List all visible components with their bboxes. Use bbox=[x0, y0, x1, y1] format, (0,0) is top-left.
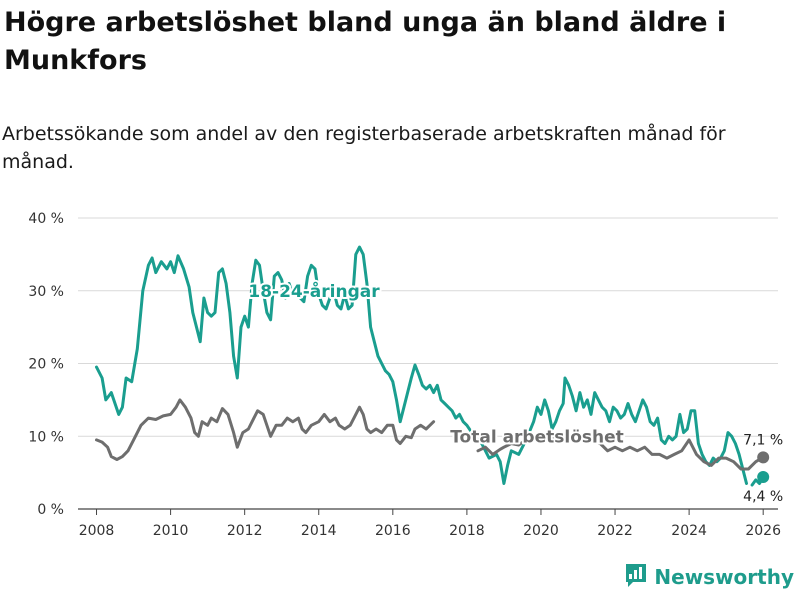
x-tick-label: 2014 bbox=[301, 523, 337, 539]
line-chart: 0 % 10 % 20 % 30 % 40 % 2008 2010 2012 2014 2016… bbox=[28, 211, 783, 539]
series-line bbox=[95, 245, 748, 485]
chart-title: Högre arbetslöshet bland unga än bland ä… bbox=[4, 7, 727, 76]
series-lines bbox=[95, 245, 770, 487]
x-tick-label: 2024 bbox=[671, 523, 707, 539]
series-labels: 4,4 % 18-24-åringar 7,1 % Total arbetslöshe… bbox=[246, 278, 783, 505]
x-tick-label: 2026 bbox=[745, 523, 781, 539]
series-line bbox=[95, 398, 436, 461]
x-tick-label: 2022 bbox=[597, 523, 633, 539]
series-name-label: 18-24-åringar bbox=[248, 280, 380, 302]
y-tick-label: 40 % bbox=[28, 211, 64, 227]
x-tick-label: 2012 bbox=[227, 523, 263, 539]
end-value-label: 4,4 % bbox=[743, 489, 783, 505]
gridlines bbox=[78, 217, 778, 510]
y-tick-label: 30 % bbox=[28, 284, 64, 300]
brand-name: Newsworthy bbox=[654, 565, 794, 589]
y-tick-label: 20 % bbox=[28, 357, 64, 373]
y-tick-label: 0 % bbox=[37, 502, 64, 518]
x-axis: 2008 2010 2012 2014 2016 2018 2020 2022 2024 2026 bbox=[79, 509, 781, 539]
y-tick-label: 10 % bbox=[28, 429, 64, 445]
end-value-label: 7,1 % bbox=[743, 432, 783, 448]
bar-chart-logo-icon bbox=[624, 562, 648, 592]
x-tick-label: 2008 bbox=[79, 523, 115, 539]
y-axis-ticks: 0 % 10 % 20 % 30 % 40 % bbox=[28, 211, 64, 518]
x-tick-label: 2010 bbox=[153, 523, 189, 539]
series-end-marker bbox=[757, 470, 770, 483]
x-tick-label: 2016 bbox=[375, 523, 411, 539]
x-tick-label: 2018 bbox=[449, 523, 485, 539]
chart-subtitle: Arbetssökande som andel av den registerb… bbox=[2, 123, 726, 173]
series-end-marker bbox=[757, 451, 770, 464]
newsworthy-brand[interactable]: Newsworthy bbox=[624, 562, 794, 592]
series-line bbox=[476, 434, 765, 471]
x-tick-label: 2020 bbox=[523, 523, 559, 539]
series-name-label: Total arbetslöshet bbox=[450, 427, 624, 447]
